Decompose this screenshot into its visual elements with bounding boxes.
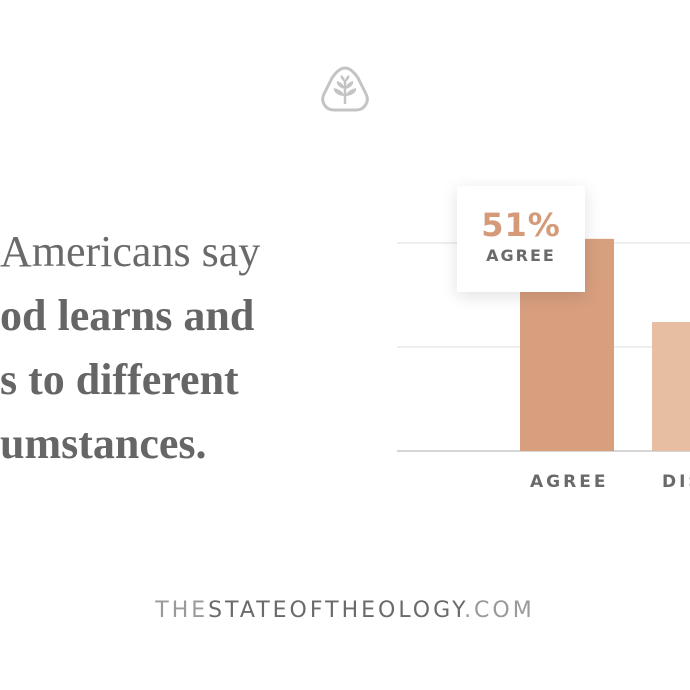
bar-disa	[652, 322, 690, 451]
tree-leaf-icon	[321, 66, 369, 112]
site-url-prefix: THE	[155, 598, 209, 623]
callout-label: AGREE	[486, 246, 556, 265]
callout-value: 51%	[481, 206, 561, 244]
agree-callout: 51% AGREE	[457, 186, 585, 292]
site-url-suffix: .COM	[464, 598, 535, 623]
headline-line-3: s to different	[0, 356, 239, 404]
site-url[interactable]: THESTATEOFTHEOLOGY.COM	[0, 598, 690, 623]
category-label: AGREE	[530, 472, 608, 492]
site-url-main: STATEOFTHEOLOGY	[208, 598, 465, 623]
headline-line-2: od learns and	[0, 292, 255, 340]
category-label: DISA	[662, 472, 690, 492]
headline-line-4: umstances.	[0, 420, 207, 468]
headline-line-1: Americans say	[0, 228, 261, 276]
